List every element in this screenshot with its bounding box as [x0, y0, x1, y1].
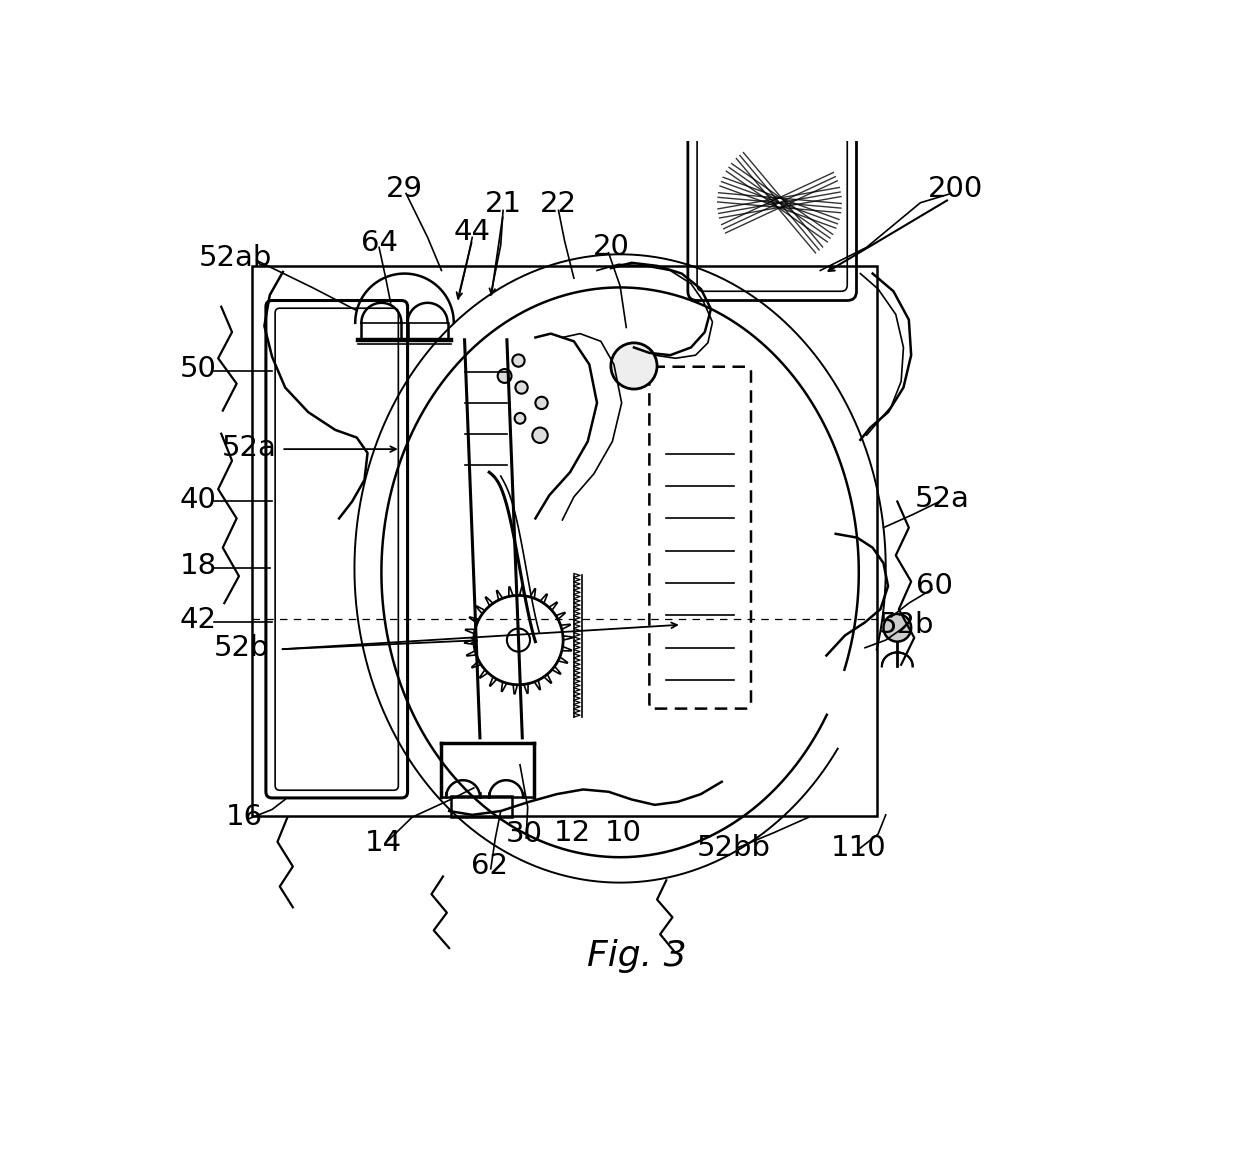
- Text: 110: 110: [831, 834, 887, 862]
- Text: 42: 42: [180, 606, 217, 634]
- Text: 21: 21: [485, 191, 522, 219]
- Text: 52bb: 52bb: [697, 834, 771, 862]
- Circle shape: [536, 396, 548, 409]
- Text: 52ab: 52ab: [198, 245, 272, 272]
- Text: 10: 10: [605, 818, 641, 847]
- Bar: [252, 266, 877, 816]
- Text: Fig. 3: Fig. 3: [588, 938, 687, 973]
- Circle shape: [512, 354, 525, 367]
- Text: 52b: 52b: [213, 634, 269, 662]
- Text: 52a: 52a: [915, 486, 970, 513]
- Circle shape: [515, 413, 526, 423]
- Text: 50: 50: [180, 355, 217, 383]
- Text: 44: 44: [454, 218, 491, 246]
- Text: 40: 40: [180, 486, 217, 514]
- Text: 16: 16: [226, 803, 263, 831]
- Text: 52a: 52a: [222, 434, 277, 461]
- Text: 200: 200: [928, 175, 982, 203]
- Bar: [450, 796, 512, 817]
- Text: 60: 60: [916, 573, 952, 600]
- Text: 12: 12: [554, 818, 591, 847]
- Text: 14: 14: [365, 829, 402, 857]
- Circle shape: [516, 381, 528, 394]
- Circle shape: [497, 369, 512, 383]
- Text: 22: 22: [539, 191, 577, 219]
- Text: 62: 62: [471, 853, 507, 881]
- Text: 20: 20: [593, 233, 629, 261]
- Text: 18: 18: [180, 553, 217, 580]
- Text: 30: 30: [506, 820, 543, 848]
- Circle shape: [611, 343, 657, 389]
- Circle shape: [532, 428, 548, 443]
- Text: 29: 29: [386, 175, 423, 203]
- Circle shape: [883, 614, 911, 642]
- Text: 52b: 52b: [879, 610, 934, 639]
- Text: 64: 64: [361, 229, 398, 256]
